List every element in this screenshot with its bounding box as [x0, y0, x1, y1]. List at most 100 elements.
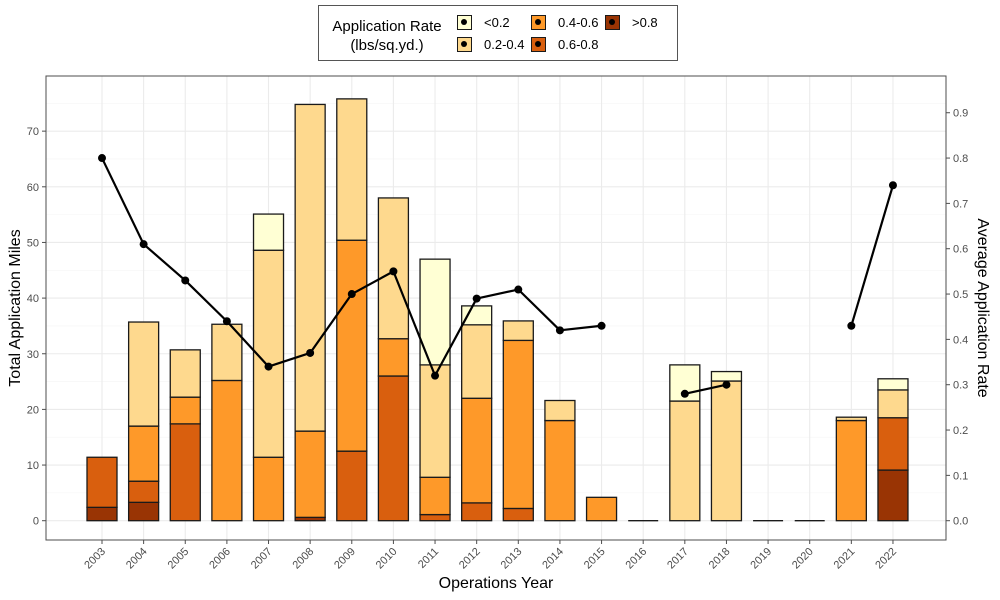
legend-item-0.4-0.6: 0.4-0.6	[531, 15, 598, 30]
x-tick-label: 2007	[249, 546, 275, 572]
bar-segment-2014-0.2-0.4	[544, 399, 576, 422]
bar-segment-2007-0.2-0.4	[252, 249, 285, 458]
x-tick-label: 2009	[332, 546, 358, 572]
bar-segment-2010-0.4-0.6	[377, 338, 410, 377]
rate-point-2008	[306, 348, 315, 357]
rate-point-2021	[847, 321, 856, 330]
legend-swatch	[457, 15, 472, 30]
rate-point-2014	[555, 326, 564, 335]
bar-segment-2003-0.6-0.8	[86, 456, 118, 508]
y2-tick-label: 0.6	[953, 244, 968, 256]
bar-segment-2004-0.4-0.6	[127, 425, 160, 482]
y2-axis-title: Average Application Rate	[974, 218, 991, 397]
bar-segment-2006-0.4-0.6	[211, 379, 243, 522]
rate-line	[98, 154, 897, 398]
bar-segment-2021-0.4-0.6	[835, 419, 867, 522]
y2-tick-label: 0.1	[953, 470, 968, 482]
y-axis-right: 0.0 0.1 0.2 0.3 0.4 0.5 0.6 0.7 0.8 0.9	[946, 108, 968, 528]
bar-segment-2012-0.4-0.6	[461, 397, 493, 504]
legend-label: 0.6-0.8	[558, 37, 599, 52]
y2-tick-label: 0.8	[953, 153, 968, 165]
legend-swatch	[605, 15, 620, 30]
y-axis-title: Total Application Miles	[7, 229, 24, 386]
rate-point-2013	[514, 285, 523, 294]
rate-point-2015	[597, 321, 606, 330]
legend-item-0.6-0.8: 0.6-0.8	[531, 37, 598, 52]
bar-segment-2011-<0.2	[419, 258, 451, 366]
bar-segment-2011-0.6-0.8	[419, 513, 451, 522]
y-tick-label: 50	[27, 237, 39, 249]
legend-title-line2: (lbs/sq.yd.)	[350, 37, 424, 54]
bar-segment-2022-<0.2	[877, 378, 909, 391]
rate-point-2007	[264, 362, 273, 371]
bar-segment-2013-0.4-0.6	[502, 339, 534, 510]
x-tick-label: 2022	[873, 546, 899, 572]
bar-segment-2009-0.2-0.4	[336, 98, 368, 241]
bar-segment-2021-0.2-0.4	[835, 416, 867, 422]
y2-tick-label: 0.5	[953, 289, 968, 301]
bar-segment-2010-0.6-0.8	[377, 375, 410, 522]
x-axis-title: Operations Year	[439, 575, 554, 592]
bar-segment-2008-0.4-0.6	[294, 430, 326, 519]
bar-segment-2005-0.4-0.6	[169, 396, 201, 425]
bar-segment-2005-0.2-0.4	[169, 349, 201, 398]
x-tick-label: 2019	[748, 546, 774, 572]
legend: Application Rate (lbs/sq.yd.) <0.2 0.2-0.…	[318, 5, 678, 61]
x-tick-label: 2004	[124, 546, 150, 572]
legend-label: 0.2-0.4	[484, 37, 525, 52]
legend-label: >0.8	[632, 15, 658, 30]
legend-label: 0.4-0.6	[558, 15, 599, 30]
x-tick-label: 2021	[832, 546, 858, 572]
y-tick-label: 70	[27, 126, 39, 138]
rate-point-2005	[181, 276, 190, 285]
bar-segment-2017-<0.2	[669, 364, 701, 402]
y-tick-label: 30	[27, 349, 39, 361]
bar-segment-2022-0.6-0.8	[877, 417, 909, 471]
y2-tick-label: 0.0	[953, 516, 968, 528]
bar-segment-2009-0.6-0.8	[336, 450, 368, 522]
rate-point-2004	[139, 240, 148, 249]
bars	[86, 98, 909, 522]
bar-segment-2007-<0.2	[252, 213, 285, 251]
x-tick-label: 2006	[207, 546, 233, 572]
y-tick-label: 10	[27, 460, 39, 472]
bar-segment-2022->0.8	[877, 469, 909, 522]
x-tick-label: 2017	[665, 546, 691, 572]
bar-segment-2012-0.2-0.4	[461, 324, 493, 399]
rate-point-2022	[888, 181, 897, 190]
bar-segment-2013-0.6-0.8	[502, 507, 534, 522]
x-tick-label: 2018	[707, 546, 733, 572]
bar-segment-2013-0.2-0.4	[502, 320, 534, 342]
rate-point-2018	[722, 380, 731, 389]
legend-item-0.2-0.4: 0.2-0.4	[457, 37, 524, 52]
bar-segment-2015-0.4-0.6	[585, 496, 618, 522]
y2-tick-label: 0.3	[953, 380, 968, 392]
x-tick-label: 2011	[416, 546, 441, 571]
bar-segment-2022-0.2-0.4	[877, 389, 909, 419]
y2-tick-label: 0.9	[953, 108, 968, 120]
x-tick-label: 2014	[540, 546, 566, 572]
plot-frame	[45, 75, 947, 541]
bar-segment-2009-0.4-0.6	[336, 239, 368, 452]
bar-segment-2005-0.6-0.8	[169, 423, 201, 522]
y-tick-label: 20	[27, 404, 39, 416]
bar-segment-2003->0.8	[86, 506, 118, 522]
rate-point-2012	[472, 294, 481, 303]
x-tick-label: 2015	[582, 546, 608, 572]
x-tick-label: 2005	[166, 546, 192, 572]
bar-segment-2018-0.2-0.4	[710, 380, 743, 522]
x-tick-label: 2020	[790, 546, 816, 572]
rate-line-segment	[850, 184, 895, 327]
legend-item->0.8: >0.8	[605, 15, 658, 30]
bar-segment-2017-0.2-0.4	[669, 400, 701, 522]
rate-line-segment	[684, 383, 727, 395]
x-tick-label: 2016	[624, 546, 650, 572]
y2-tick-label: 0.2	[953, 425, 968, 437]
x-tick-label: 2012	[457, 546, 483, 572]
rate-point-2006	[222, 317, 231, 326]
legend-item-<0.2: <0.2	[457, 15, 510, 30]
bar-segment-2014-0.4-0.6	[544, 419, 576, 522]
y-axis-left: 0 10 20 30 40 50 60 70	[27, 126, 46, 528]
y-tick-label: 60	[27, 182, 39, 194]
